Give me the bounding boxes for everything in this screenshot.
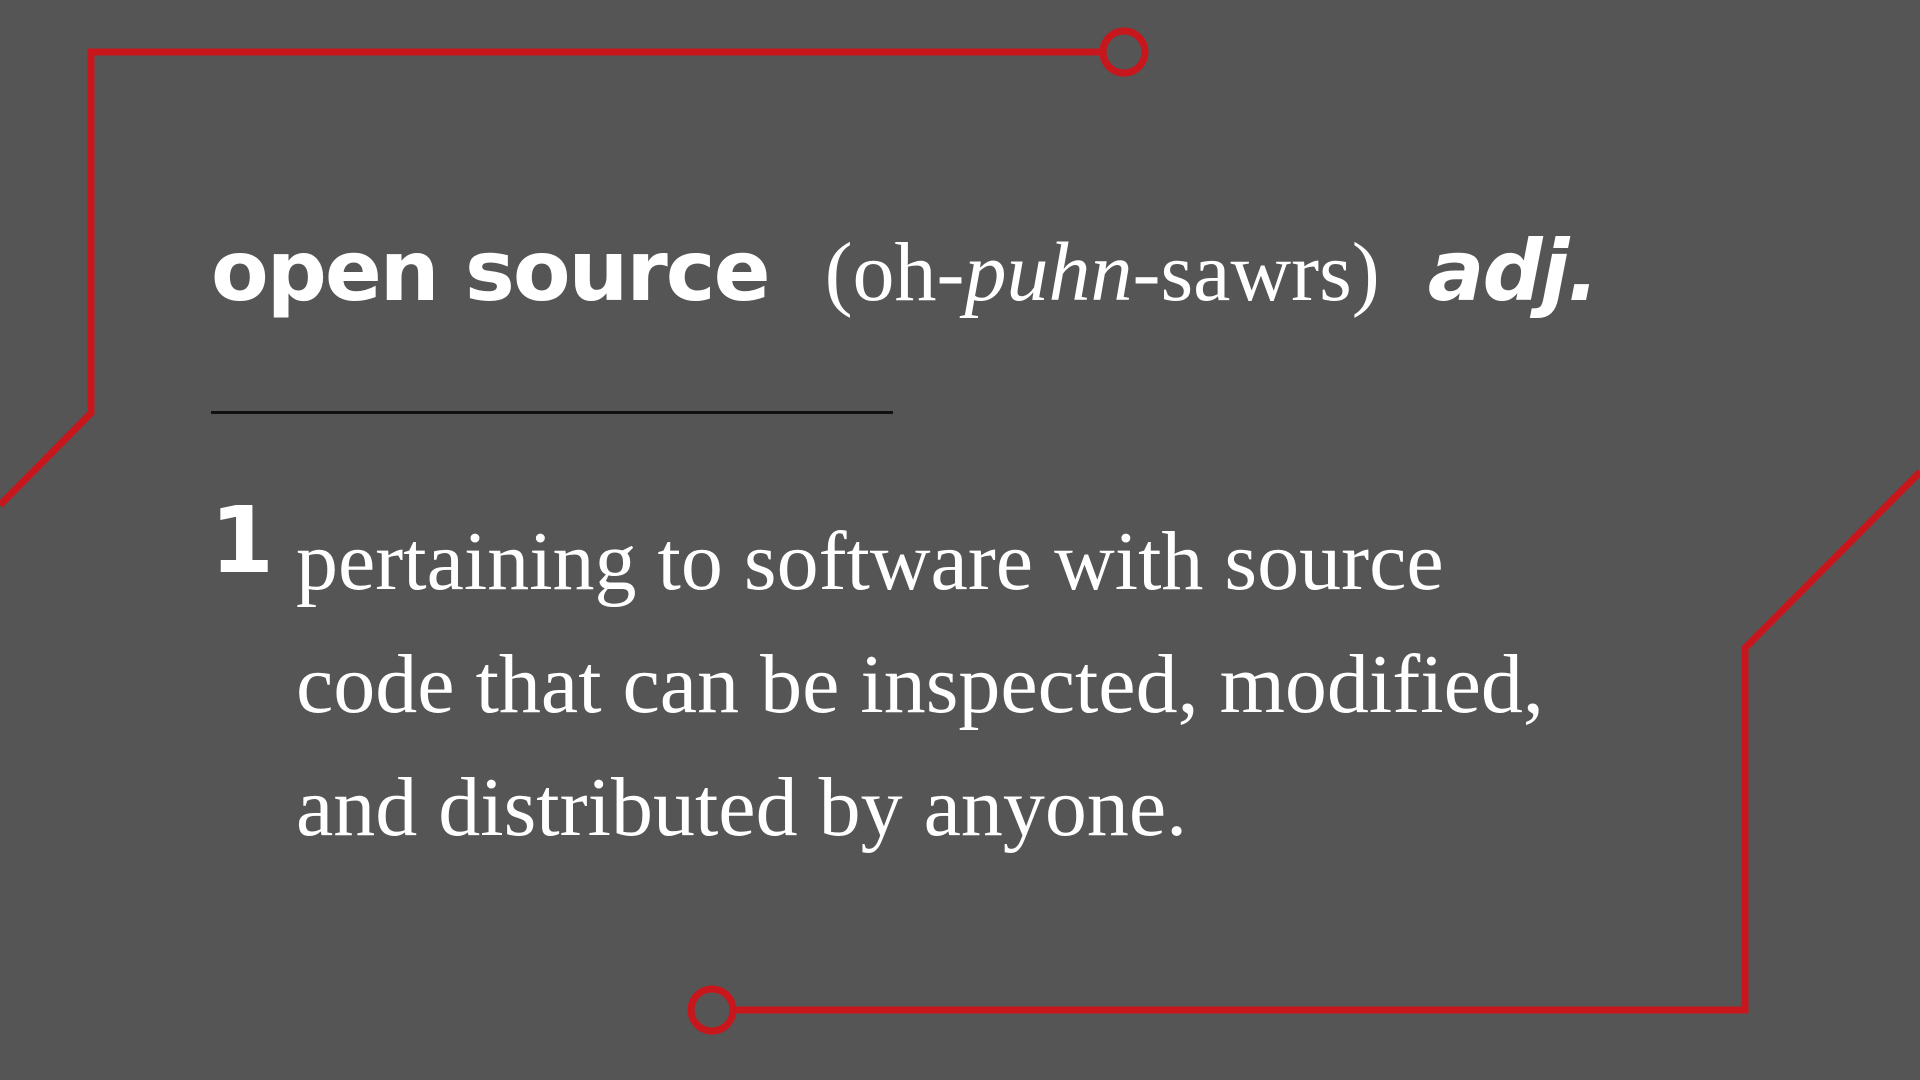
circuit-trace-bottom-right <box>733 469 1920 1014</box>
divider-rule <box>211 411 893 414</box>
ring-node-icon <box>1099 27 1149 77</box>
definition-text: pertaining to software with source code … <box>296 500 1716 869</box>
circuit-trace-top-left <box>0 48 1103 508</box>
definition-line: pertaining to software with source <box>296 515 1444 608</box>
pronunciation-close: -sawrs) <box>1132 226 1380 319</box>
part-of-speech: adj. <box>1427 222 1600 320</box>
definition-line: and distributed by anyone. <box>296 761 1188 854</box>
ring-node-icon <box>687 985 737 1035</box>
pronunciation-stressed-syllable: puhn <box>964 226 1133 319</box>
entry-header: open source (oh-puhn-sawrs) adj. <box>211 222 1600 342</box>
sense-number: 1 <box>210 487 275 594</box>
pronunciation: (oh-puhn-sawrs) <box>825 224 1380 321</box>
headword: open source <box>211 222 771 320</box>
definition-line: code that can be inspected, modified, <box>296 638 1544 731</box>
pronunciation-open: (oh- <box>824 226 965 319</box>
